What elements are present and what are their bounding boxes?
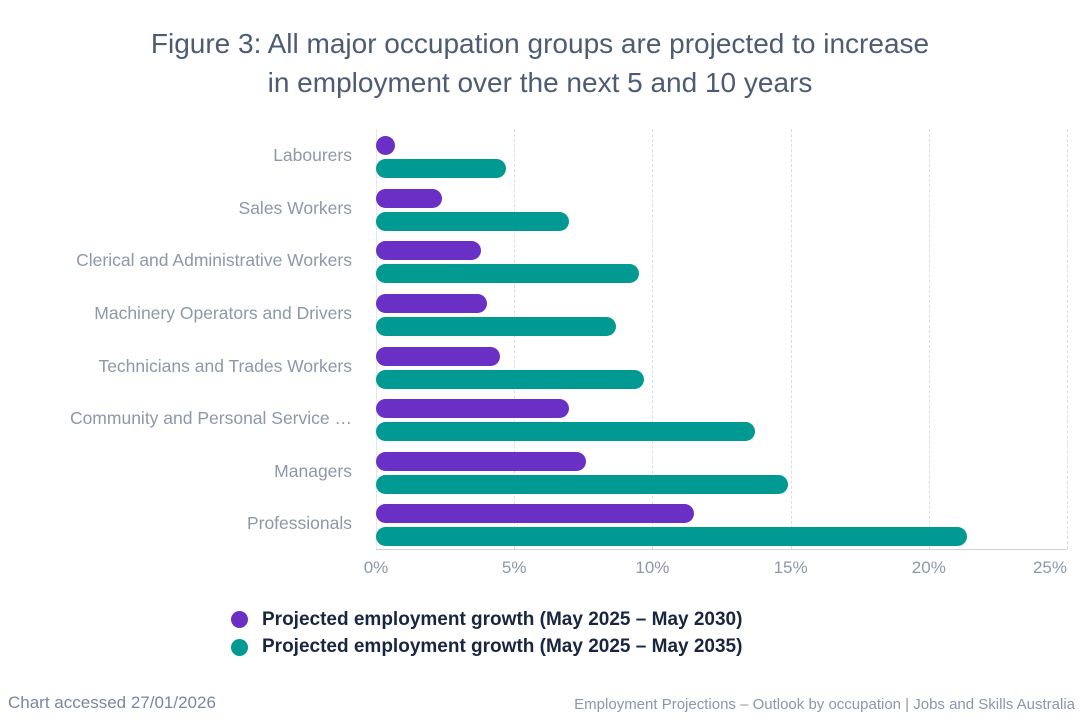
x-tick-label: 25% xyxy=(1032,558,1067,577)
category-label: Community and Personal Service … xyxy=(69,408,352,429)
growth-bar-2030[interactable] xyxy=(376,241,482,261)
category-label: Professionals xyxy=(246,513,352,534)
category-label: Clerical and Administrative Workers xyxy=(76,250,352,271)
x-tick-label: 20% xyxy=(911,558,946,577)
footer: Chart accessed 27/01/2026 Employment Pro… xyxy=(0,692,1080,720)
bar-group xyxy=(376,340,1067,393)
growth-bar-2030[interactable] xyxy=(376,188,443,208)
growth-bar-2030[interactable] xyxy=(376,399,570,419)
bar-chart: Labourers Sales Workers Clerical and Admin… xyxy=(0,118,1080,588)
bar-group xyxy=(376,182,1067,235)
category-label: Labourers xyxy=(273,145,352,165)
axis-zero-line xyxy=(376,129,377,549)
x-tick-label: 0% xyxy=(363,558,389,577)
bar-group xyxy=(376,234,1067,287)
growth-bar-2030[interactable] xyxy=(376,451,587,471)
gridline-20pct xyxy=(928,129,930,549)
growth-bar-2035[interactable] xyxy=(376,422,755,442)
growth-bar-2035[interactable] xyxy=(376,316,617,336)
legend-item-2035[interactable]: Projected employment growth (May 2025 – … xyxy=(231,634,742,662)
accessed-date: Chart accessed 27/01/2026 xyxy=(8,693,216,712)
growth-bar-2035[interactable] xyxy=(376,264,639,284)
growth-bar-2030[interactable] xyxy=(376,293,487,313)
legend-swatch-icon xyxy=(231,611,248,629)
category-label: Technicians and Trades Workers xyxy=(98,355,352,376)
growth-bar-2035[interactable] xyxy=(376,527,968,547)
gridline-15pct xyxy=(790,129,792,549)
legend: Projected employment growth (May 2025 – … xyxy=(231,606,742,661)
category-label: Machinery Operators and Drivers xyxy=(94,302,352,323)
gridline-5pct xyxy=(514,129,516,549)
bar-group xyxy=(376,445,1067,498)
source-attribution: Employment Projections – Outlook by occu… xyxy=(574,696,1075,713)
plot-area xyxy=(376,129,1068,550)
growth-bar-2035[interactable] xyxy=(376,474,788,494)
category-label: Managers xyxy=(274,460,352,481)
growth-bar-2030[interactable] xyxy=(376,504,694,524)
growth-bar-2030[interactable] xyxy=(376,136,396,155)
category-axis: Labourers Sales Workers Clerical and Admin… xyxy=(0,129,352,550)
chart-title-line1: Figure 3: All major occupation groups ar… xyxy=(150,28,930,59)
chart-title-line2: in employment over the next 5 and 10 yea… xyxy=(267,67,813,98)
x-tick-label: 5% xyxy=(501,558,527,577)
legend-label: Projected employment growth (May 2025 – … xyxy=(262,636,743,658)
bar-group xyxy=(376,392,1067,445)
x-axis: 0% 5% 10% 15% 20% 25% xyxy=(0,558,1080,582)
bar-group xyxy=(376,129,1067,182)
category-label: Sales Workers xyxy=(238,197,352,218)
chart-title: Figure 3: All major occupation groups ar… xyxy=(0,24,1080,102)
growth-bar-2035[interactable] xyxy=(376,211,570,231)
legend-item-2030[interactable]: Projected employment growth (May 2025 – … xyxy=(231,606,742,634)
bar-group xyxy=(376,497,1067,550)
gridline-10pct xyxy=(652,129,654,549)
growth-bar-2035[interactable] xyxy=(376,369,645,389)
gridline-25pct xyxy=(1067,129,1068,549)
growth-bar-2035[interactable] xyxy=(376,159,506,178)
x-tick-label: 10% xyxy=(635,558,670,577)
legend-label: Projected employment growth (May 2025 – … xyxy=(262,608,743,630)
growth-bar-2030[interactable] xyxy=(376,346,501,366)
legend-swatch-icon xyxy=(231,638,248,656)
bar-group xyxy=(376,287,1067,340)
x-tick-label: 15% xyxy=(773,558,808,577)
